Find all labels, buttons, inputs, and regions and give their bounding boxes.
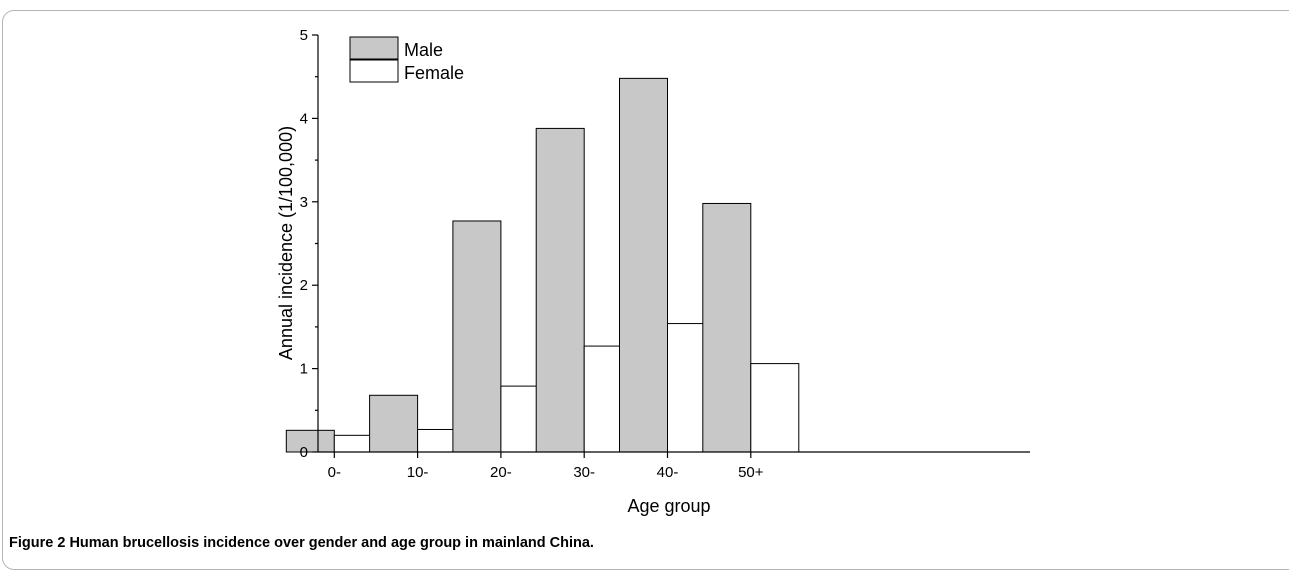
bar-male-2 — [452, 220, 502, 453]
y-axis-label: Annual incidence (1/100,000) — [276, 126, 296, 360]
bar-male-0 — [285, 429, 335, 453]
bar-male-5 — [702, 202, 752, 453]
bar-female-5 — [750, 363, 800, 453]
x-tick-label: 40- — [657, 464, 679, 481]
y-tick-label: 5 — [300, 27, 308, 44]
legend-swatch-female — [349, 59, 399, 83]
figure-caption-text: Human brucellosis incidence over gender … — [69, 535, 594, 551]
legend-label-female: Female — [404, 63, 464, 83]
x-tick-label: 30- — [573, 464, 595, 481]
x-tick-label: 20- — [490, 464, 512, 481]
axes-group: 0 1 2 3 4 5 0- 10- 20- 30- 40- 50+ — [300, 27, 1030, 481]
x-tick-label: 0- — [328, 464, 341, 481]
x-axis-label: Age group — [627, 496, 710, 516]
y-tick-label: 4 — [300, 110, 308, 127]
bar-male-1 — [369, 394, 419, 453]
legend-swatch-male — [349, 36, 399, 60]
y-tick-label: 0 — [300, 444, 308, 461]
y-tick-label: 2 — [300, 277, 308, 294]
legend: Male Female — [349, 36, 464, 83]
x-tick-label: 50+ — [738, 464, 764, 481]
figure-caption: Figure 2 Human brucellosis incidence ove… — [9, 535, 594, 551]
x-tick-label: 10- — [407, 464, 429, 481]
y-tick-label: 3 — [300, 194, 308, 211]
bar-male-4 — [619, 77, 668, 453]
bar-male-3 — [535, 127, 585, 453]
legend-label-male: Male — [404, 40, 443, 60]
bars-group — [285, 77, 800, 453]
figure-caption-label: Figure 2 — [9, 535, 66, 551]
y-tick-label: 1 — [300, 361, 308, 378]
